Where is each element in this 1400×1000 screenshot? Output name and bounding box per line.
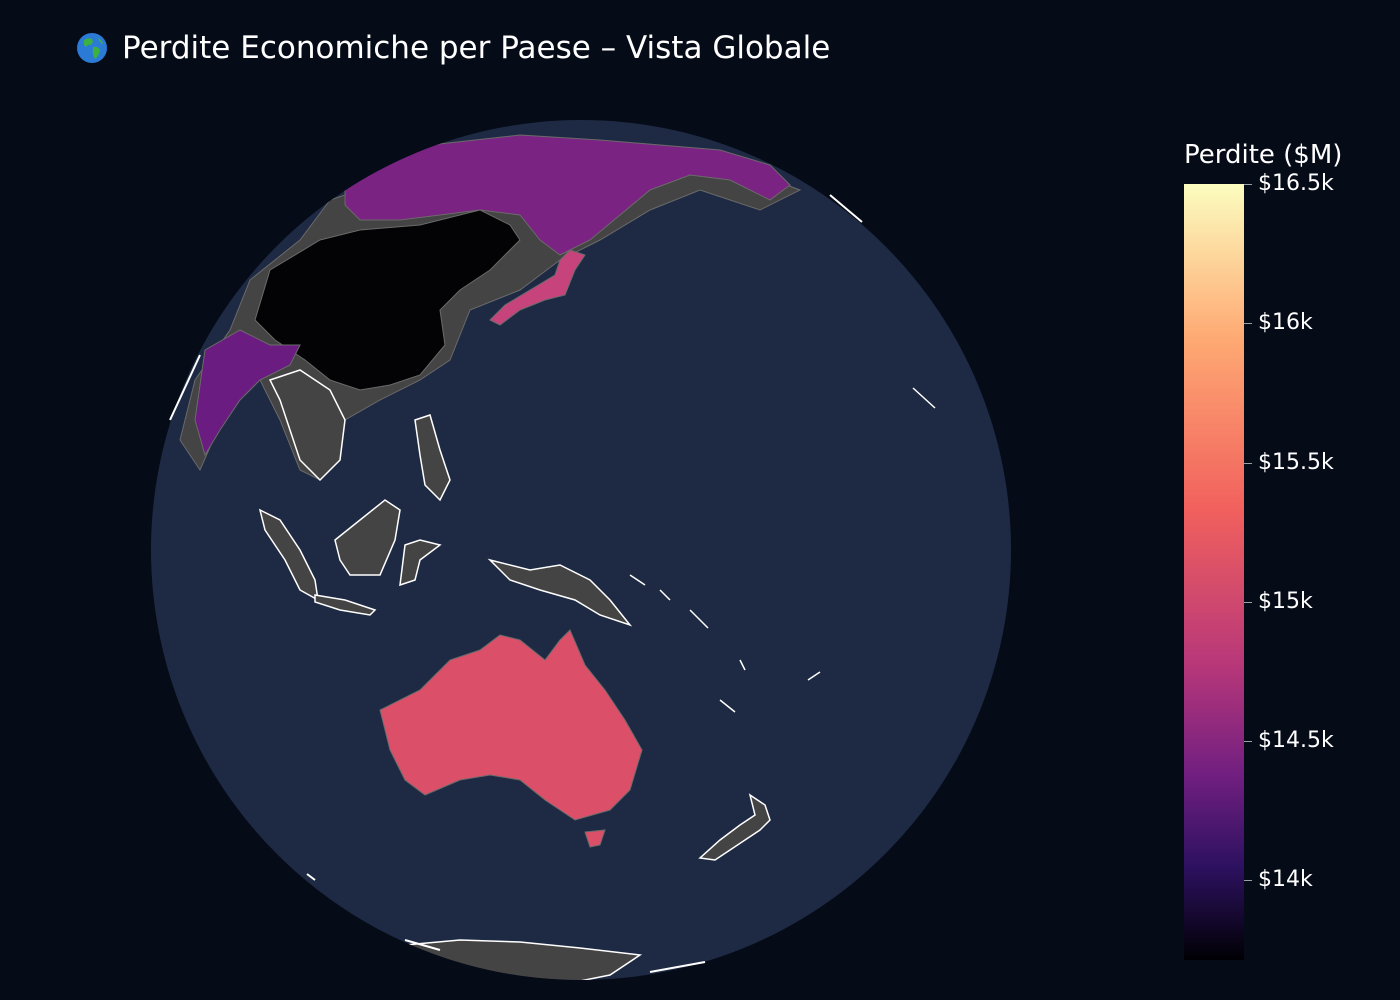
colorbar-tick [1244,184,1252,185]
land-java [314,594,377,616]
land-borneo [334,499,401,576]
colorbar-tick-label: $14.5k [1258,728,1334,753]
land-philippines [414,414,451,502]
colorbar-tick-label: $15k [1258,589,1313,614]
colorbar-tick [1244,880,1252,881]
land-islands [629,387,936,713]
land-sulawesi [399,539,442,587]
colorbar-gradient [1184,184,1244,960]
land-indochina [268,369,346,482]
country-china[interactable] [254,209,521,391]
chart-title: Perdite Economiche per Paese – Vista Glo… [76,28,830,68]
colorbar-tick [1244,602,1252,603]
globe-rim [169,194,863,973]
globe-icon [77,33,107,63]
land-new-zealand [698,793,771,861]
country-russia[interactable] [344,134,791,256]
colorbar-tick-label: $15.5k [1258,450,1334,475]
colorbar-tick-label: $14k [1258,867,1313,892]
colorbar-tick [1244,463,1252,464]
colorbar-tick [1244,323,1252,324]
chart-title-text: Perdite Economiche per Paese – Vista Glo… [122,30,831,66]
country-india[interactable] [194,329,301,457]
colorbar-tick [1244,741,1252,742]
colorbar-tick-label: $16k [1258,310,1313,335]
country-japan[interactable] [489,249,586,326]
colorbar-tick-label: $16.5k [1258,171,1334,196]
land-new-guinea [487,558,633,627]
country-australia[interactable] [379,629,643,821]
colorbar-title: Perdite ($M) [1184,140,1343,170]
country-australia-tasmania[interactable] [584,829,606,848]
